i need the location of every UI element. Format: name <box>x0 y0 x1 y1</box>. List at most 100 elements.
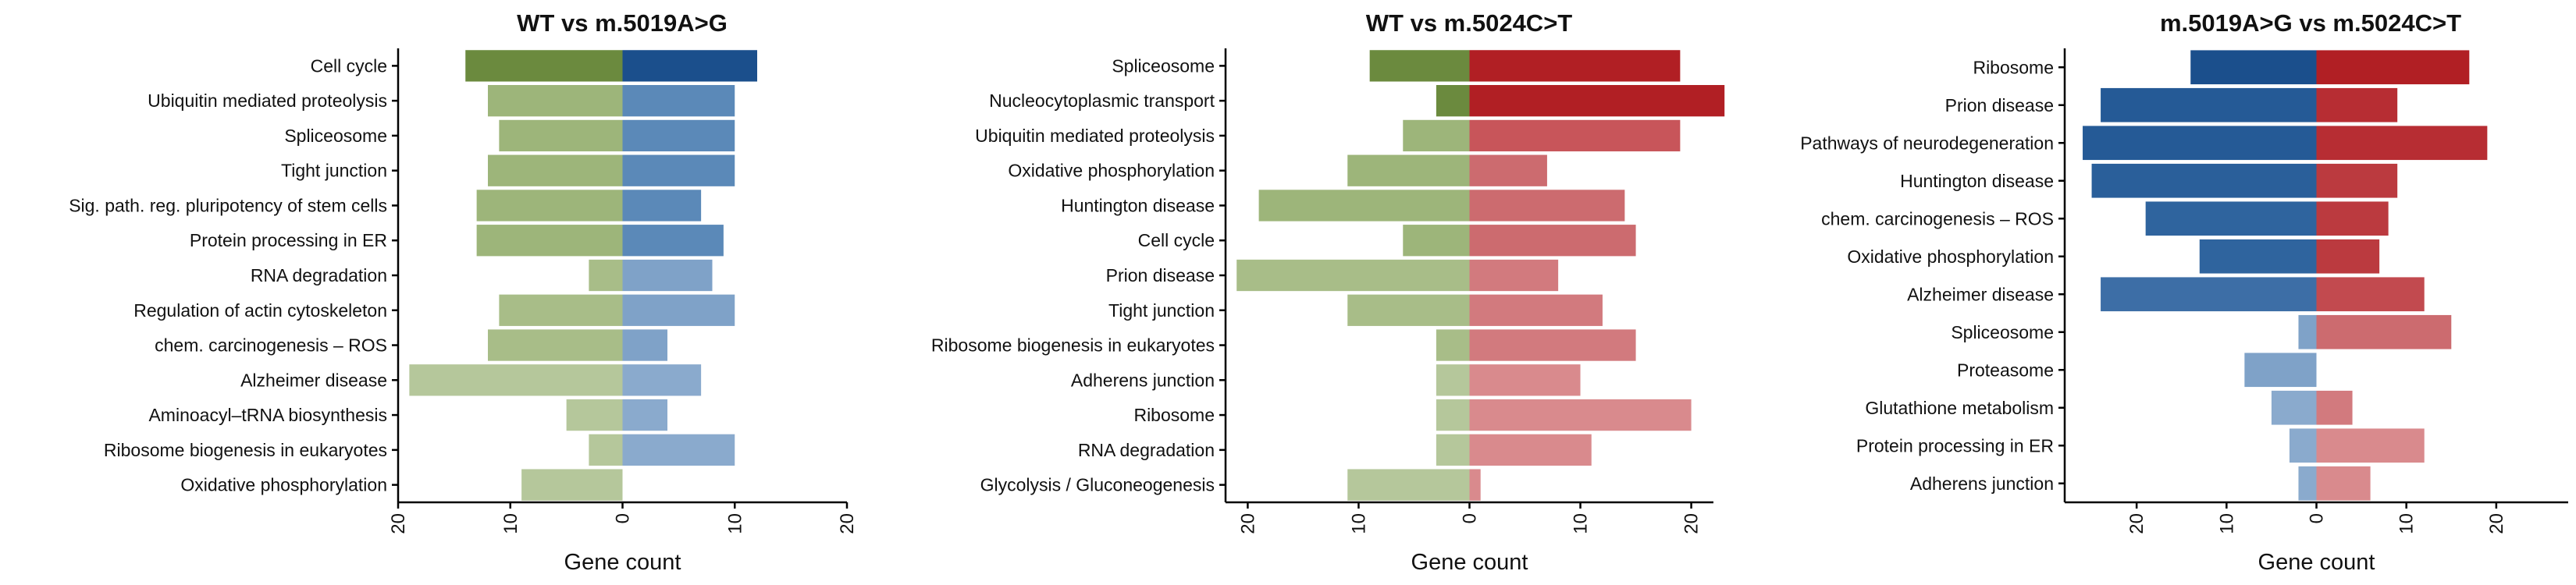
category-label: Regulation of actin cytoskeleton <box>133 300 387 321</box>
bar-right-13 <box>1469 469 1481 501</box>
bar-right-5 <box>2316 201 2389 236</box>
bar-right-7 <box>1469 259 1559 292</box>
category-label: Adherens junction <box>1910 473 2054 494</box>
category-label: Protein processing in ER <box>1856 435 2054 456</box>
category-label: Oxidative phosphorylation <box>180 475 387 495</box>
x-axis-title: Gene count <box>2258 550 2375 575</box>
category-label: Spliceosome <box>1951 322 2054 342</box>
bar-left-5 <box>476 190 623 222</box>
bar-right-10 <box>1469 364 1581 396</box>
category-label: Ribosome <box>1973 57 2054 77</box>
bar-right-2 <box>622 85 735 117</box>
bar-right-5 <box>622 190 702 222</box>
bar-left-11 <box>566 399 623 431</box>
bar-right-8 <box>2316 314 2452 349</box>
bar-left-12 <box>1436 434 1470 466</box>
category-label: Nucleocytoplasmic transport <box>989 90 1215 111</box>
category-label: Oxidative phosphorylation <box>1008 161 1215 181</box>
bar-left-3 <box>499 119 623 152</box>
category-label: Alzheimer disease <box>1907 284 2054 304</box>
category-label: Ribosome biogenesis in eukaryotes <box>931 335 1215 356</box>
category-label: RNA degradation <box>251 265 387 285</box>
category-label: Spliceosome <box>1112 55 1215 76</box>
bar-left-13 <box>1347 469 1470 501</box>
category-label: Ubiquitin mediated proteolysis <box>975 126 1215 146</box>
category-label: Adherens junction <box>1071 370 1215 390</box>
bar-left-9 <box>488 329 623 361</box>
bar-right-5 <box>1469 190 1625 222</box>
bar-left-11 <box>2289 428 2317 463</box>
category-label: Tight junction <box>1108 300 1215 321</box>
bar-left-10 <box>409 364 623 396</box>
bar-left-13 <box>521 469 623 501</box>
category-label: chem. carcinogenesis – ROS <box>1821 208 2054 229</box>
bar-right-3 <box>2316 126 2488 161</box>
bar-right-2 <box>1469 85 1725 117</box>
x-tick-label: 20 <box>2486 513 2507 534</box>
bar-left-3 <box>1403 119 1470 152</box>
bar-right-12 <box>1469 434 1592 466</box>
chart-panel-3: m.5019A>G vs m.5024C>T Ribosome Prion dise… <box>1800 9 2568 575</box>
chart-title: WT vs m.5024C>T <box>1366 9 1573 37</box>
bar-right-1 <box>2316 50 2470 85</box>
bar-right-8 <box>622 294 735 326</box>
category-label: chem. carcinogenesis – ROS <box>155 335 387 356</box>
bar-right-3 <box>1469 119 1681 152</box>
x-tick-label: 20 <box>1237 513 1258 534</box>
category-label: Prion disease <box>1106 265 1215 285</box>
bar-left-8 <box>2298 314 2317 349</box>
bar-left-12 <box>2298 466 2317 501</box>
bar-right-9 <box>1469 329 1636 361</box>
bar-left-1 <box>1369 50 1470 82</box>
category-label: Protein processing in ER <box>190 230 387 250</box>
category-label: Pathways of neurodegeneration <box>1800 133 2054 153</box>
bar-right-12 <box>622 434 735 466</box>
bar-left-12 <box>589 434 623 466</box>
chart-title: WT vs m.5019A>G <box>517 9 728 37</box>
bar-right-1 <box>1469 50 1681 82</box>
category-label: Spliceosome <box>284 126 387 146</box>
bar-right-10 <box>622 364 702 396</box>
bar-left-6 <box>1403 225 1470 257</box>
category-label: Prion disease <box>1945 95 2054 115</box>
x-tick-label: 10 <box>2396 513 2418 534</box>
category-label: Glutathione metabolism <box>1865 398 2054 418</box>
bar-right-7 <box>2316 277 2425 312</box>
bar-left-10 <box>1436 364 1470 396</box>
bar-right-4 <box>2316 163 2398 198</box>
x-tick-label: 10 <box>2216 513 2237 534</box>
x-axis-title: Gene count <box>564 550 681 575</box>
bar-right-4 <box>1469 154 1547 186</box>
x-tick-label: 20 <box>1681 513 1703 534</box>
category-label: Cell cycle <box>311 55 387 76</box>
bar-left-7 <box>2101 277 2317 312</box>
bar-left-2 <box>2101 87 2317 122</box>
category-label: Ribosome biogenesis in eukaryotes <box>104 440 387 460</box>
x-tick-label: 20 <box>2126 513 2147 534</box>
bar-left-4 <box>2091 163 2317 198</box>
bar-left-9 <box>2244 353 2317 388</box>
bar-right-6 <box>622 225 724 257</box>
bar-left-2 <box>488 85 623 117</box>
bar-left-8 <box>499 294 623 326</box>
bar-right-10 <box>2316 390 2353 425</box>
chart-panel-1: WT vs m.5019A>G Cell cycle Ubiquitin media… <box>69 9 858 575</box>
bar-right-6 <box>1469 225 1636 257</box>
bar-right-9 <box>622 329 667 361</box>
bar-right-8 <box>1469 294 1603 326</box>
bar-left-2 <box>1436 85 1470 117</box>
bar-left-7 <box>1236 259 1470 292</box>
bar-left-5 <box>2145 201 2317 236</box>
bar-left-6 <box>2199 239 2317 274</box>
bar-right-3 <box>622 119 735 152</box>
bar-right-4 <box>622 154 735 186</box>
bar-left-7 <box>589 259 623 292</box>
bar-left-4 <box>1347 154 1470 186</box>
chart-title: m.5019A>G vs m.5024C>T <box>2160 9 2461 37</box>
bar-left-9 <box>1436 329 1470 361</box>
bar-left-4 <box>488 154 623 186</box>
x-axis-title: Gene count <box>1411 550 1528 575</box>
x-tick-label: 10 <box>500 513 521 534</box>
x-tick-label: 10 <box>1571 513 1592 534</box>
